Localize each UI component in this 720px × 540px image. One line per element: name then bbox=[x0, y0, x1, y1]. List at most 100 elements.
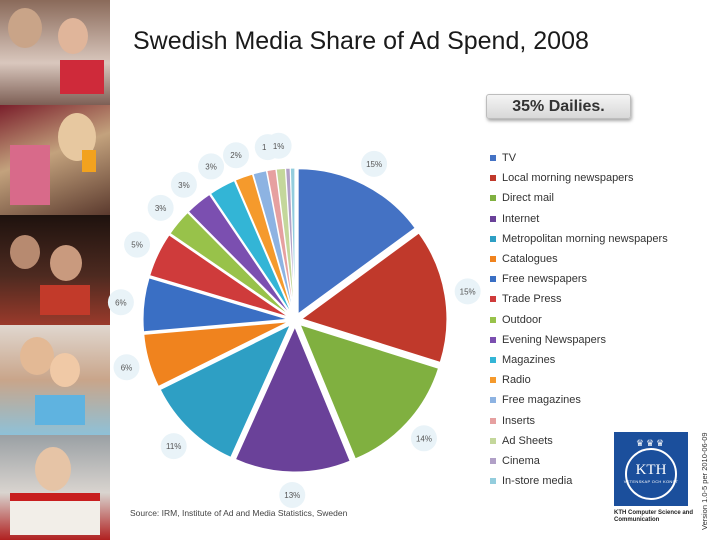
legend-item-inserts: Inserts bbox=[490, 410, 690, 430]
legend-label: Evening Newspapers bbox=[502, 333, 606, 346]
legend-label: Free newspapers bbox=[502, 273, 587, 286]
pie-label-bubble bbox=[198, 153, 225, 180]
pie-data-label: 5% bbox=[131, 241, 143, 250]
pie-data-label: 3% bbox=[178, 181, 190, 190]
legend-item-outdoor: Outdoor bbox=[490, 310, 690, 330]
pie-slice-internet bbox=[234, 325, 351, 473]
pie-slice-free-magazines bbox=[252, 170, 294, 314]
legend-item-cinema: Cinema bbox=[490, 451, 690, 471]
pie-label-bubble bbox=[410, 425, 437, 452]
pie-slice-tv bbox=[297, 168, 416, 315]
pie-data-label: 6% bbox=[121, 363, 133, 372]
pie-slice-free-newspapers bbox=[142, 277, 289, 333]
legend-swatch bbox=[490, 377, 496, 384]
legend-item-free-magazines: Free magazines bbox=[490, 390, 690, 410]
pie-data-label: 11% bbox=[166, 442, 181, 451]
legend-label: Radio bbox=[502, 374, 531, 387]
pie-data-label: 13% bbox=[284, 491, 300, 500]
logo-subtext: VETENSKAP OCH KONST bbox=[623, 479, 679, 484]
pie-data-label: 15% bbox=[460, 287, 476, 296]
pie-slice-in-store-media bbox=[289, 167, 296, 314]
legend-label: Direct mail bbox=[502, 192, 554, 205]
dailies-callout: 35% Dailies. bbox=[486, 94, 631, 119]
legend-swatch bbox=[490, 336, 496, 343]
legend-swatch bbox=[490, 235, 496, 242]
legend-label: Outdoor bbox=[502, 313, 542, 326]
legend-item-trade-press: Trade Press bbox=[490, 289, 690, 309]
pie-data-label: 2% bbox=[230, 151, 242, 160]
legend-item-evening-newspapers: Evening Newspapers bbox=[490, 330, 690, 350]
pie-slice-metropolitan-morning-newspapers bbox=[159, 323, 292, 458]
pie-label-bubble bbox=[454, 278, 481, 305]
legend-item-catalogues: Catalogues bbox=[490, 249, 690, 269]
legend-label: Magazines bbox=[502, 353, 556, 366]
legend-item-direct-mail: Direct mail bbox=[490, 188, 690, 208]
photo-newspaper-readers bbox=[0, 0, 110, 105]
legend-label: Trade Press bbox=[502, 293, 562, 306]
photo-woman-with-newspaper bbox=[0, 435, 110, 540]
crowns-icon: ♛♛♛ bbox=[635, 438, 667, 448]
photo-collage bbox=[0, 0, 110, 540]
version-note: Version 1.0-5 per 2010-06-09 bbox=[700, 432, 709, 530]
pie-data-label: 15% bbox=[366, 160, 382, 169]
legend-swatch bbox=[490, 195, 496, 202]
photo-woman-with-juice bbox=[0, 105, 110, 215]
legend-swatch bbox=[490, 457, 496, 464]
legend-label: TV bbox=[502, 152, 517, 165]
pie-label-bubble bbox=[113, 354, 140, 381]
photo-children-reading bbox=[0, 215, 110, 325]
pie-slice-catalogues bbox=[143, 321, 289, 388]
legend-swatch bbox=[490, 175, 496, 182]
legend-item-tv: TV bbox=[490, 148, 690, 168]
pie-data-label: 3% bbox=[205, 162, 217, 171]
legend-label: Cinema bbox=[502, 454, 540, 467]
legend-label: Inserts bbox=[502, 414, 536, 427]
legend-item-metropolitan-morning-newspapers: Metropolitan morning newspapers bbox=[490, 229, 690, 249]
kth-logo: ♛♛♛ KTH VETENSKAP OCH KONST bbox=[614, 432, 688, 506]
logo-circle bbox=[625, 448, 677, 500]
pie-slice-direct-mail bbox=[299, 323, 440, 460]
pie-slice-local-morning-newspapers bbox=[300, 232, 448, 363]
pie-slice-magazines bbox=[209, 180, 293, 315]
legend-item-internet: Internet bbox=[490, 209, 690, 229]
legend-item-free-newspapers: Free newspapers bbox=[490, 269, 690, 289]
pie-data-label: 1% bbox=[273, 142, 285, 151]
legend-swatch bbox=[490, 437, 496, 444]
source-note: Source: IRM, Institute of Ad and Media S… bbox=[130, 508, 348, 518]
pie-label-bubble bbox=[170, 171, 197, 198]
pie-label-bubble bbox=[279, 481, 306, 508]
legend-swatch bbox=[490, 417, 496, 424]
pie-label-bubble bbox=[265, 132, 292, 159]
legend-label: Free magazines bbox=[502, 394, 581, 407]
pie-slice-evening-newspapers bbox=[187, 193, 291, 315]
legend-label: Metropolitan morning newspapers bbox=[502, 232, 668, 245]
legend-label: Local morning newspapers bbox=[502, 172, 634, 185]
legend-swatch bbox=[490, 276, 496, 283]
legend-swatch bbox=[490, 256, 496, 263]
legend-swatch bbox=[490, 397, 496, 404]
pie-label-bubble bbox=[124, 231, 151, 258]
logo-letters: KTH bbox=[635, 462, 667, 478]
legend-label: Ad Sheets bbox=[502, 434, 553, 447]
photo-mother-and-child bbox=[0, 325, 110, 435]
pie-chart: 15%15%14%13%11%6%6%5%3%3%3%2%1%1% bbox=[107, 132, 481, 508]
pie-data-label: 3% bbox=[155, 204, 167, 213]
pie-slice-trade-press bbox=[149, 234, 289, 318]
pie-slice-radio bbox=[234, 173, 294, 314]
pie-label-bubble bbox=[361, 150, 388, 177]
pie-label-bubble bbox=[160, 433, 187, 460]
pie-data-label: 6% bbox=[115, 298, 127, 307]
pie-label-bubble bbox=[223, 142, 250, 169]
legend-item-local-morning-newspapers: Local morning newspapers bbox=[490, 168, 690, 188]
legend-swatch bbox=[490, 215, 496, 222]
legend-item-magazines: Magazines bbox=[490, 350, 690, 370]
legend-label: Internet bbox=[502, 212, 540, 225]
kth-caption: KTH Computer Science and Communication bbox=[614, 510, 694, 523]
legend-swatch bbox=[490, 296, 496, 303]
legend-label: Catalogues bbox=[502, 253, 558, 266]
legend-item-ad-sheets: Ad Sheets bbox=[490, 431, 690, 451]
legend-swatch bbox=[490, 478, 496, 485]
legend-item-in-store-media: In-store media bbox=[490, 471, 690, 491]
pie-slice-outdoor bbox=[169, 211, 290, 316]
legend-label: In-store media bbox=[502, 475, 573, 488]
